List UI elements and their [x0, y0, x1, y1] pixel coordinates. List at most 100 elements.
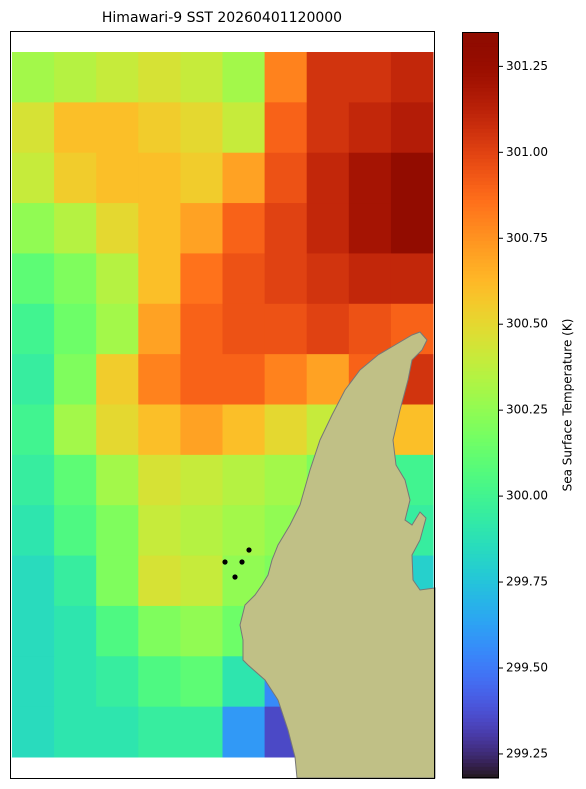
- colorbar-swatch: [462, 453, 499, 458]
- colorbar-swatch: [462, 669, 499, 675]
- sst-cell: [54, 354, 97, 405]
- colorbar-swatch: [462, 214, 499, 220]
- sst-cell: [96, 656, 139, 708]
- colorbar-swatch: [462, 375, 499, 380]
- colorbar-swatch: [462, 714, 499, 719]
- station: [246, 547, 252, 553]
- colorbar-swatch: [462, 733, 499, 738]
- colorbar-swatch: [462, 703, 499, 708]
- colorbar-swatch: [462, 505, 499, 511]
- colorbar-swatch: [462, 121, 499, 126]
- sst-cell: [180, 404, 223, 456]
- sst-cell: [54, 102, 97, 154]
- colorbar-swatch: [462, 427, 499, 432]
- colorbar-swatch: [462, 446, 499, 451]
- colorbar-swatch: [462, 196, 499, 201]
- sst-cell: [222, 152, 266, 204]
- colorbar-swatch: [462, 102, 499, 108]
- colorbar-swatch: [462, 736, 499, 742]
- colorbar-swatch: [462, 617, 499, 622]
- sst-cell: [222, 706, 266, 758]
- sst-cell: [222, 354, 266, 405]
- colorbar-swatch: [462, 110, 499, 115]
- sst-cell: [54, 505, 97, 557]
- colorbar-swatch: [462, 613, 499, 619]
- colorbar-swatch: [462, 442, 499, 447]
- sst-cell: [54, 605, 97, 657]
- colorbar-swatch: [462, 434, 499, 440]
- colorbar-swatch: [462, 647, 499, 652]
- colorbar-swatch: [462, 352, 499, 358]
- sst-cell: [138, 354, 181, 405]
- colorbar-tick-label: 301.00: [506, 145, 548, 159]
- colorbar-swatch: [462, 73, 499, 78]
- sst-cell: [54, 454, 97, 506]
- sst-cell: [180, 102, 223, 154]
- colorbar-swatch: [462, 423, 499, 428]
- colorbar-swatch: [462, 539, 499, 544]
- sst-cell: [96, 303, 139, 355]
- colorbar-label: Sea Surface Temperature (K): [561, 319, 575, 492]
- sst-cell: [12, 152, 55, 204]
- sst-cell: [12, 253, 55, 305]
- colorbar-tick-label: 300.75: [506, 231, 548, 245]
- colorbar-swatch: [462, 654, 499, 660]
- sst-cell: [306, 253, 350, 305]
- sst-cell: [96, 253, 139, 305]
- colorbar-swatch: [462, 483, 499, 488]
- colorbar-swatch: [462, 177, 499, 182]
- sst-cell: [96, 102, 139, 154]
- sst-cell: [96, 706, 139, 758]
- colorbar-swatch: [462, 147, 499, 152]
- colorbar-swatch: [462, 360, 499, 365]
- colorbar-swatch: [462, 595, 499, 600]
- sst-cell: [222, 203, 266, 254]
- colorbar-swatch: [462, 673, 499, 678]
- colorbar-swatch: [462, 766, 499, 772]
- sst-cell: [138, 404, 181, 456]
- station: [232, 574, 238, 580]
- colorbar-swatch: [462, 416, 499, 421]
- colorbar-swatch: [462, 285, 499, 290]
- colorbar-swatch: [462, 587, 499, 593]
- colorbar-swatch: [462, 763, 499, 768]
- colorbar-swatch: [462, 710, 499, 716]
- colorbar-swatch: [462, 774, 499, 779]
- colorbar-swatch: [462, 136, 499, 141]
- colorbar-swatch: [462, 636, 499, 641]
- colorbar-swatch: [462, 516, 499, 522]
- sst-cell: [12, 354, 55, 405]
- colorbar-swatch: [462, 308, 499, 313]
- colorbar-swatch: [462, 363, 499, 369]
- colorbar-swatch: [462, 520, 499, 525]
- sst-cell: [180, 605, 223, 657]
- colorbar-swatch: [462, 528, 499, 533]
- colorbar-swatch: [462, 408, 499, 414]
- colorbar-swatch: [462, 143, 499, 149]
- colorbar-swatch: [462, 114, 499, 119]
- colorbar-swatch: [462, 591, 499, 596]
- sst-cell: [390, 102, 434, 154]
- colorbar-swatch: [462, 367, 499, 373]
- sst-cell: [138, 152, 181, 204]
- colorbar-swatch: [462, 513, 499, 518]
- colorbar-swatch: [462, 319, 499, 324]
- colorbar-tick-label: 301.25: [506, 59, 548, 73]
- colorbar-swatch: [462, 554, 499, 559]
- colorbar-swatch: [462, 252, 499, 257]
- sst-cell: [222, 505, 266, 557]
- colorbar-swatch: [462, 225, 499, 231]
- colorbar-swatch: [462, 401, 499, 406]
- colorbar-swatch: [462, 151, 499, 156]
- sst-cell: [12, 203, 55, 254]
- colorbar-swatch: [462, 692, 499, 697]
- colorbar-swatch: [462, 237, 499, 242]
- sst-cell: [390, 152, 434, 204]
- colorbar-swatch: [462, 460, 499, 466]
- sst-cell: [222, 303, 266, 355]
- colorbar-swatch: [462, 54, 499, 59]
- sst-cell: [306, 303, 350, 355]
- colorbar-swatch: [462, 84, 499, 89]
- colorbar-tick-label: 300.00: [506, 489, 548, 503]
- sst-cell: [12, 303, 55, 355]
